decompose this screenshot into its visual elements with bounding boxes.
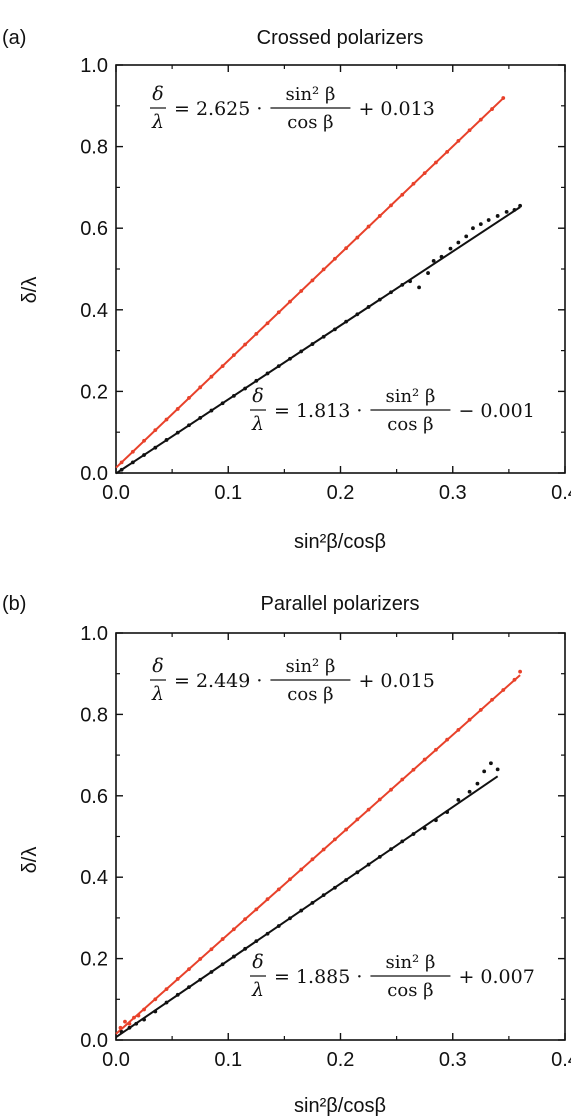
x-tick-label: 0.2 xyxy=(327,1049,355,1071)
fit-line xyxy=(115,206,521,475)
y-tick-label: 0.6 xyxy=(80,786,108,808)
equation-tail: + 0.015 xyxy=(358,670,434,692)
y-axis-label: δ/λ xyxy=(19,277,41,304)
x-tick-label: 0.3 xyxy=(439,482,467,504)
y-tick-label: 1.0 xyxy=(80,55,108,77)
y-tick-label: 0.8 xyxy=(80,137,108,159)
equation-tail: + 0.007 xyxy=(458,966,534,988)
plot-area: 0.00.10.20.30.40.00.20.40.60.81.0δλ= 2.4… xyxy=(80,623,571,1071)
equation-coefficient: = 2.449 · xyxy=(174,670,262,692)
x-tick-label: 0.3 xyxy=(439,1049,467,1071)
x-tick-label: 0.0 xyxy=(102,1049,130,1071)
data-point xyxy=(456,797,461,802)
data-point xyxy=(495,767,500,772)
equation-lhs-denominator: λ xyxy=(251,979,264,1001)
fit-equation: δλ = 1.813 · sin² β cos β − 0.001 xyxy=(250,385,535,435)
y-tick-label: 0.0 xyxy=(80,463,108,485)
data-point xyxy=(464,234,469,239)
data-point xyxy=(489,761,493,766)
y-tick-label: 0.4 xyxy=(80,300,108,322)
equation-lhs-numerator: δ xyxy=(152,655,163,677)
data-point xyxy=(467,789,472,794)
equation-coefficient: = 1.813 · xyxy=(274,400,362,422)
x-tick-label: 0.1 xyxy=(214,482,242,504)
data-point xyxy=(495,214,500,218)
fit-line xyxy=(115,674,521,1035)
y-tick-label: 1.0 xyxy=(80,623,108,645)
series-1 xyxy=(115,203,522,475)
panel-b: (b) Parallel polarizers sin²β/cosβ δ/λ 0… xyxy=(2,593,571,1117)
y-axis-label: δ/λ xyxy=(19,847,41,874)
equation-lhs-denominator: λ xyxy=(151,111,164,133)
y-tick-label: 0.4 xyxy=(80,867,108,889)
data-point xyxy=(431,258,436,263)
data-point xyxy=(123,1019,127,1024)
equation-tail: − 0.001 xyxy=(458,400,534,422)
equation-frac-denominator: cos β xyxy=(287,684,333,705)
fit-equation: δλ = 1.885 · sin² β cos β + 0.007 xyxy=(250,951,535,1001)
equation-frac-denominator: cos β xyxy=(387,980,433,1001)
data-point xyxy=(456,240,461,245)
data-point xyxy=(426,271,430,275)
equation-frac-numerator: sin² β xyxy=(385,952,435,973)
data-point xyxy=(448,246,453,251)
fit-equation: δλ = 2.449 · sin² β cos β + 0.015 xyxy=(150,655,435,705)
data-point xyxy=(504,209,509,214)
x-tick-label: 0.0 xyxy=(102,482,130,504)
series-1 xyxy=(115,761,500,1038)
fit-equation: δλ = 2.625 · sin² β cos β + 0.013 xyxy=(150,83,435,133)
y-tick-label: 0.0 xyxy=(80,1030,108,1052)
chart-title: Crossed polarizers xyxy=(257,27,424,49)
panel-label: (b) xyxy=(2,593,26,615)
x-tick-label: 0.1 xyxy=(214,1049,242,1071)
equation-frac-numerator: sin² β xyxy=(385,386,435,407)
equation-frac-numerator: sin² β xyxy=(285,656,335,677)
y-tick-label: 0.2 xyxy=(80,381,108,403)
data-point xyxy=(478,222,483,227)
equation-lhs-denominator: λ xyxy=(151,683,164,705)
series-0 xyxy=(115,669,522,1035)
data-point xyxy=(475,781,480,786)
equation-coefficient: = 2.625 · xyxy=(174,98,262,120)
y-tick-label: 0.8 xyxy=(80,704,108,726)
x-tick-label: 0.2 xyxy=(327,482,355,504)
data-point xyxy=(417,285,421,290)
y-tick-label: 0.6 xyxy=(80,218,108,240)
x-axis-label: sin²β/cosβ xyxy=(294,531,386,553)
data-point xyxy=(486,218,491,222)
equation-lhs-numerator: δ xyxy=(252,951,263,973)
equation-coefficient: = 1.885 · xyxy=(274,966,362,988)
equation-frac-numerator: sin² β xyxy=(285,84,335,105)
panel-a: (a) Crossed polarizers sin²β/cosβ δ/λ 0.… xyxy=(2,27,571,553)
plot-area: 0.00.10.20.30.40.00.20.40.60.81.0δλ= 2.6… xyxy=(80,55,571,504)
chart-title: Parallel polarizers xyxy=(261,593,420,615)
fit-line xyxy=(115,775,499,1038)
equation-lhs-numerator: δ xyxy=(252,385,263,407)
equation-frac-denominator: cos β xyxy=(387,414,433,435)
data-point xyxy=(518,669,522,674)
equation-frac-denominator: cos β xyxy=(287,112,333,133)
x-tick-label: 0.4 xyxy=(551,482,571,504)
x-axis-label: sin²β/cosβ xyxy=(294,1095,386,1117)
y-tick-label: 0.2 xyxy=(80,949,108,971)
series-0 xyxy=(115,96,506,469)
equation-lhs-numerator: δ xyxy=(152,83,163,105)
panel-label: (a) xyxy=(2,27,26,49)
data-point xyxy=(471,226,475,231)
equation-lhs-denominator: λ xyxy=(251,413,264,435)
equation-tail: + 0.013 xyxy=(358,98,434,120)
x-tick-label: 0.4 xyxy=(551,1049,571,1071)
fit-line xyxy=(115,97,504,469)
data-point xyxy=(482,769,487,774)
